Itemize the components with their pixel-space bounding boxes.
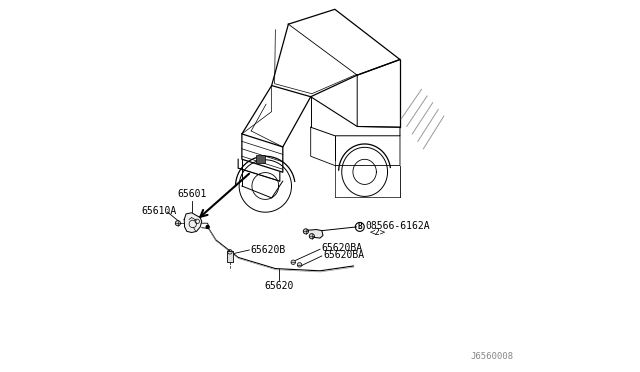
Text: 65601: 65601	[177, 189, 206, 199]
Circle shape	[291, 260, 296, 264]
Circle shape	[175, 221, 180, 226]
Circle shape	[206, 225, 209, 228]
Polygon shape	[184, 213, 202, 232]
Text: J6560008: J6560008	[470, 352, 514, 361]
Text: <2>: <2>	[369, 228, 386, 237]
Text: 65620B: 65620B	[250, 245, 285, 255]
Text: B: B	[358, 222, 362, 231]
Text: 65610A: 65610A	[141, 206, 177, 216]
Text: 65620BA: 65620BA	[323, 250, 364, 260]
Polygon shape	[308, 230, 323, 238]
Text: 65620: 65620	[264, 281, 294, 291]
Circle shape	[303, 229, 308, 234]
Bar	[256, 155, 265, 163]
Circle shape	[309, 234, 314, 239]
Bar	[227, 251, 233, 262]
Circle shape	[298, 263, 302, 267]
Text: 65620BA: 65620BA	[321, 244, 362, 253]
Text: 08566-6162A: 08566-6162A	[365, 221, 430, 231]
